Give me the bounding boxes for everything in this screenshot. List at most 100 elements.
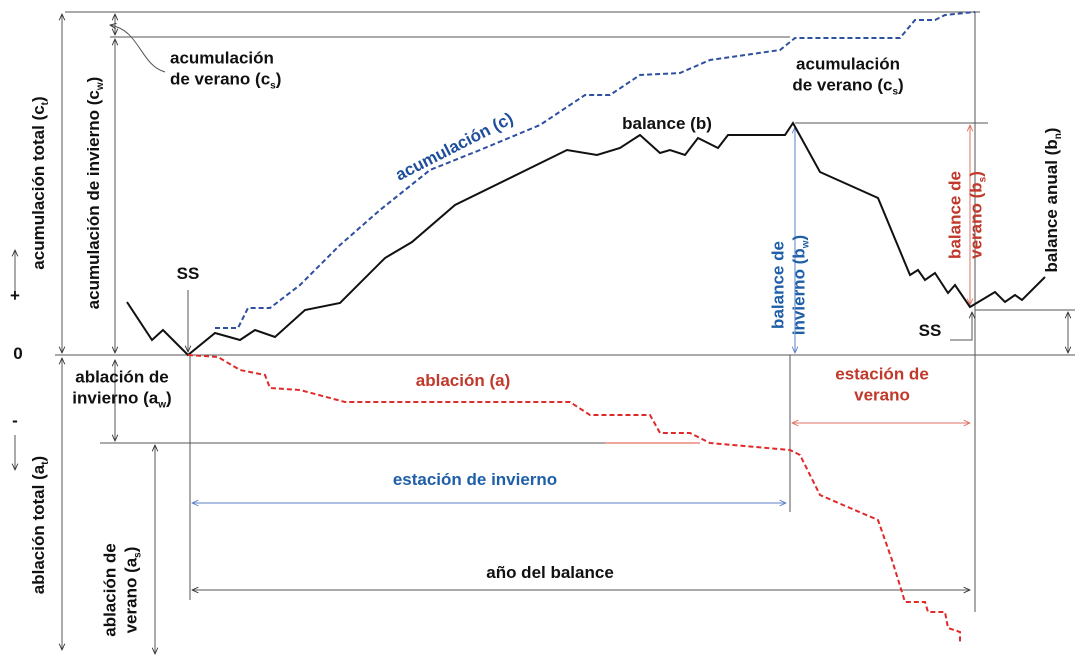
label: balance de verano (bs) xyxy=(946,171,988,259)
label-line: acumulación xyxy=(170,49,274,68)
label: ablación de invierno (aw) xyxy=(72,368,171,410)
label-text: de verano (c xyxy=(792,76,892,95)
label: acumulación de verano (cs) xyxy=(170,49,281,91)
subscript: w xyxy=(157,399,166,410)
label-line: estación de invierno xyxy=(393,470,557,489)
subscript: t xyxy=(40,101,51,105)
label: balance de invierno (bw) xyxy=(769,235,811,335)
label: SS xyxy=(919,321,942,340)
label-text: verano (a xyxy=(122,557,141,633)
label-line: balance anual (bn) xyxy=(1042,128,1063,273)
label-text: año del balance xyxy=(486,563,614,582)
label-text: 0 xyxy=(13,344,22,363)
subscript: w xyxy=(95,82,106,91)
label: 0 xyxy=(13,344,22,363)
label-line: verano xyxy=(854,386,910,405)
subscript: s xyxy=(892,86,898,97)
label-text: acumulación xyxy=(170,49,274,68)
label-line: verano (bs) xyxy=(967,171,988,259)
label-text: acumulación (c) xyxy=(393,109,517,185)
balance-line xyxy=(126,121,1046,357)
label-line: + xyxy=(10,286,20,305)
label: ablación (a) xyxy=(416,371,510,390)
label-text: de verano (c xyxy=(170,70,270,89)
label-text: ) xyxy=(29,456,48,462)
label-text: estación de invierno xyxy=(393,470,557,489)
label-text: verano xyxy=(854,386,910,405)
label: balance anual (bn) xyxy=(1042,128,1063,273)
label: acumulación (c) xyxy=(393,109,517,185)
label-text: ) xyxy=(967,171,986,177)
label-text: + xyxy=(10,286,20,305)
label-line: ablación de xyxy=(75,368,169,387)
label-text: estación de xyxy=(835,365,929,384)
label-text: ) xyxy=(166,389,172,408)
label: ablación total (at) xyxy=(29,456,50,594)
label-line: invierno (aw) xyxy=(72,389,171,410)
label-line: acumulación total (ct) xyxy=(29,96,50,269)
label-text: ) xyxy=(276,70,282,89)
label: acumulación de invierno (cw) xyxy=(84,77,105,310)
label-text: ) xyxy=(29,96,48,102)
label-text: - xyxy=(12,411,18,430)
label-line: invierno (bw) xyxy=(790,235,811,335)
label-text: ) xyxy=(122,547,141,553)
label: estación de invierno xyxy=(393,470,557,489)
label-text: acumulación total (c xyxy=(29,105,48,269)
label: estación de verano xyxy=(835,365,929,405)
label-line: acumulación de invierno (cw) xyxy=(84,77,105,310)
label-text: ) xyxy=(898,76,904,95)
label-text: balance anual (b xyxy=(1042,139,1061,272)
label-text: ablación (a) xyxy=(416,371,510,390)
label-line: ablación de xyxy=(101,543,120,637)
label-text: invierno (b xyxy=(790,248,809,335)
ablation-line xyxy=(187,354,961,643)
label-line: acumulación xyxy=(796,55,900,74)
label-line: verano (as) xyxy=(122,547,143,634)
label-text: balance de xyxy=(946,171,965,259)
label-text: ablación total (a xyxy=(29,464,48,594)
label: SS xyxy=(177,264,200,283)
label-line: ablación total (at) xyxy=(29,456,50,594)
label-text: acumulación xyxy=(796,55,900,74)
label-text: verano (b xyxy=(967,182,986,259)
label-text: SS xyxy=(919,321,942,340)
subscript: w xyxy=(800,240,811,249)
label-line: de verano (cs) xyxy=(170,70,281,91)
label-line: año del balance xyxy=(486,563,614,582)
subscript: s xyxy=(270,80,276,91)
label-text: ablación de xyxy=(101,543,120,637)
guides xyxy=(15,11,1075,654)
label-line: balance de xyxy=(769,241,788,329)
label-line: acumulación (c) xyxy=(393,109,517,185)
label-line: 0 xyxy=(13,344,22,363)
label: acumulación total (ct) xyxy=(29,96,50,269)
label-line: balance (b) xyxy=(622,114,712,133)
label-text: ablación de xyxy=(75,368,169,387)
label: - xyxy=(12,411,18,430)
label-text: ) xyxy=(84,77,103,83)
label-line: estación de xyxy=(835,365,929,384)
subscript: t xyxy=(40,461,51,465)
label-text: SS xyxy=(177,264,200,283)
label: ablación de verano (as) xyxy=(101,543,143,637)
label: balance (b) xyxy=(622,114,712,133)
label-text: invierno (a xyxy=(72,389,159,408)
subscript: n xyxy=(1053,133,1064,139)
subscript: s xyxy=(977,176,988,182)
label: año del balance xyxy=(486,563,614,582)
label-text: balance de xyxy=(769,241,788,329)
accumulation-line xyxy=(215,11,976,329)
subscript: s xyxy=(132,552,143,558)
label-text: acumulación de invierno (c xyxy=(84,90,103,309)
label: + xyxy=(10,286,20,305)
label-line: ablación (a) xyxy=(416,371,510,390)
label-line: SS xyxy=(177,264,200,283)
label: acumulación de verano (cs) xyxy=(792,55,903,97)
label-text: ) xyxy=(1042,128,1061,134)
label-line: de verano (cs) xyxy=(792,76,903,97)
label-line: SS xyxy=(919,321,942,340)
label-text: balance (b) xyxy=(622,114,712,133)
label-line: balance de xyxy=(946,171,965,259)
